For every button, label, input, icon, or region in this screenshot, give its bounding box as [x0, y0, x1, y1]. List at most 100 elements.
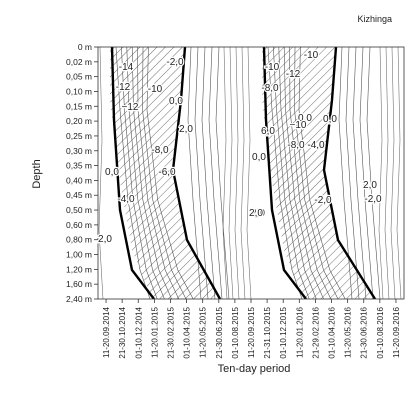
contour-label: 0,0	[298, 113, 312, 124]
y-tick-label: 0,15 m	[66, 101, 92, 111]
x-tick-label: 21-30.06.2016	[360, 306, 369, 358]
contour-label: 6,0	[261, 126, 275, 137]
zero-isoline	[262, 47, 307, 299]
isoline	[396, 47, 402, 299]
isoline	[121, 47, 158, 299]
x-tick-label: 21-30.06.2015	[215, 306, 224, 358]
isoline	[278, 47, 317, 299]
contour-label: -2,0	[166, 57, 184, 68]
isoline	[267, 47, 303, 299]
isoline	[273, 47, 310, 299]
x-tick-label: 01-10.08.2015	[231, 306, 240, 358]
isoline	[246, 47, 252, 299]
x-tick-label: 01-10.04.2015	[183, 306, 192, 358]
contour-label: 2,0	[251, 208, 265, 219]
x-tick-label: 01-10.12.2014	[134, 306, 143, 358]
contour-label: 2,0	[249, 208, 263, 219]
contour-label: 2,0	[363, 180, 377, 191]
y-tick-label: 0,80 m	[66, 235, 92, 245]
contour-label: -6,0	[158, 167, 176, 178]
zero-isoline	[110, 47, 155, 299]
y-axis-label: Depth	[31, 159, 43, 188]
y-tick-label: 0,60 m	[66, 220, 92, 230]
isoline	[390, 47, 396, 299]
isoline	[187, 47, 202, 299]
chart-title: Kizhinga	[357, 14, 392, 24]
contour-label: 0,0	[169, 96, 183, 107]
contour-label: -4,0	[307, 140, 325, 151]
isoline	[289, 47, 332, 299]
isoline	[352, 47, 367, 299]
contour-label: -12	[116, 82, 131, 93]
contour-label: 0,0	[252, 152, 266, 163]
y-tick-label: 1,20 m	[66, 264, 92, 274]
contour-label: -4,0	[117, 194, 135, 205]
y-tick-label: 0,10 m	[66, 86, 92, 96]
isoline	[194, 47, 209, 299]
zero-isoline	[171, 47, 222, 299]
x-tick-label: 21-30.02.2015	[166, 306, 175, 358]
x-axis-label: Ten-day period	[218, 363, 291, 375]
contour-label: -8,0	[261, 83, 279, 94]
isoline	[345, 47, 360, 299]
contour-label: -10	[265, 62, 280, 73]
y-tick-label: 0,35 m	[66, 161, 92, 171]
x-tick-label: 11-20.05.2015	[199, 306, 208, 358]
contour-label: -8,0	[287, 140, 305, 151]
contour-label: -12	[286, 69, 301, 80]
x-tick-label: 11-20.09.2016	[392, 306, 401, 358]
contour-label: 2,0	[98, 234, 112, 245]
x-tick-label: 11-20.05.2016	[344, 306, 353, 358]
zero-isoline	[322, 47, 377, 299]
isoline	[234, 47, 240, 299]
y-tick-label: 0,05 m	[66, 72, 92, 82]
x-tick-label: 11-20.01.2015	[150, 306, 159, 358]
y-tick-label: 0,02 m	[66, 57, 92, 67]
isoline	[142, 47, 187, 299]
x-axis: 11-20.09.2014 21-30.10.2014 01-10.12.2014 1…	[102, 299, 401, 359]
y-tick-label: 0,20 m	[66, 116, 92, 126]
frozen-zone	[262, 47, 375, 299]
isoline	[378, 47, 384, 299]
isoline	[146, 47, 194, 299]
contour-label: 0,0	[323, 114, 337, 125]
isoline	[131, 47, 172, 299]
contour-label: -10	[304, 50, 319, 61]
x-tick-label: 01-10.12.2015	[279, 306, 288, 358]
isoline	[126, 47, 165, 299]
contour-label: -10	[148, 84, 163, 95]
contour-label: −10	[290, 120, 307, 131]
isoline	[366, 47, 381, 299]
y-tick-label: 0,25 m	[66, 131, 92, 141]
isoline	[298, 47, 346, 299]
contour-label: 0,0	[105, 167, 119, 178]
isoline	[283, 47, 324, 299]
y-tick-label: 1,60 m	[66, 279, 92, 289]
contour-label: -8,0	[151, 145, 169, 156]
y-tick-label: 1,00 m	[66, 250, 92, 260]
isoline	[294, 47, 339, 299]
y-tick-label: 0 m	[78, 42, 92, 52]
isoline	[115, 47, 151, 299]
isoline	[98, 47, 104, 299]
isoline	[228, 47, 234, 299]
isoline	[201, 47, 216, 299]
x-tick-label: 01-10.08.2016	[376, 306, 385, 358]
contour-labels: -14 -12 −12 -10 -8,0 -6,0 -4,0 -2,0 0,0 0,0 2,0 2,0…	[97, 49, 384, 247]
x-tick-label: 21-31.10.2015	[263, 306, 272, 358]
y-tick-label: 0,30 m	[66, 146, 92, 156]
x-tick-label: 11-20.09.2015	[247, 306, 256, 358]
contour-label: -2,0	[314, 195, 332, 206]
y-tick-label: 0,45 m	[66, 190, 92, 200]
x-tick-label: 01-10.04.2016	[328, 306, 337, 358]
y-axis: 0 m 0,02 m 0,05 m 0,10 m 0,15 m 0,20 m 0,25 m 0…	[66, 42, 98, 304]
x-tick-label: 11-20.01.2016	[295, 306, 304, 358]
x-tick-label: 21-30.10.2014	[118, 306, 127, 358]
plot-area	[98, 47, 402, 299]
contour-label: −12	[122, 102, 139, 113]
y-tick-label: 2,40 m	[66, 294, 92, 304]
x-tick-label: 21-29.02.2016	[311, 306, 320, 358]
contour-label: 2,0	[179, 124, 193, 135]
isoline	[384, 47, 390, 299]
